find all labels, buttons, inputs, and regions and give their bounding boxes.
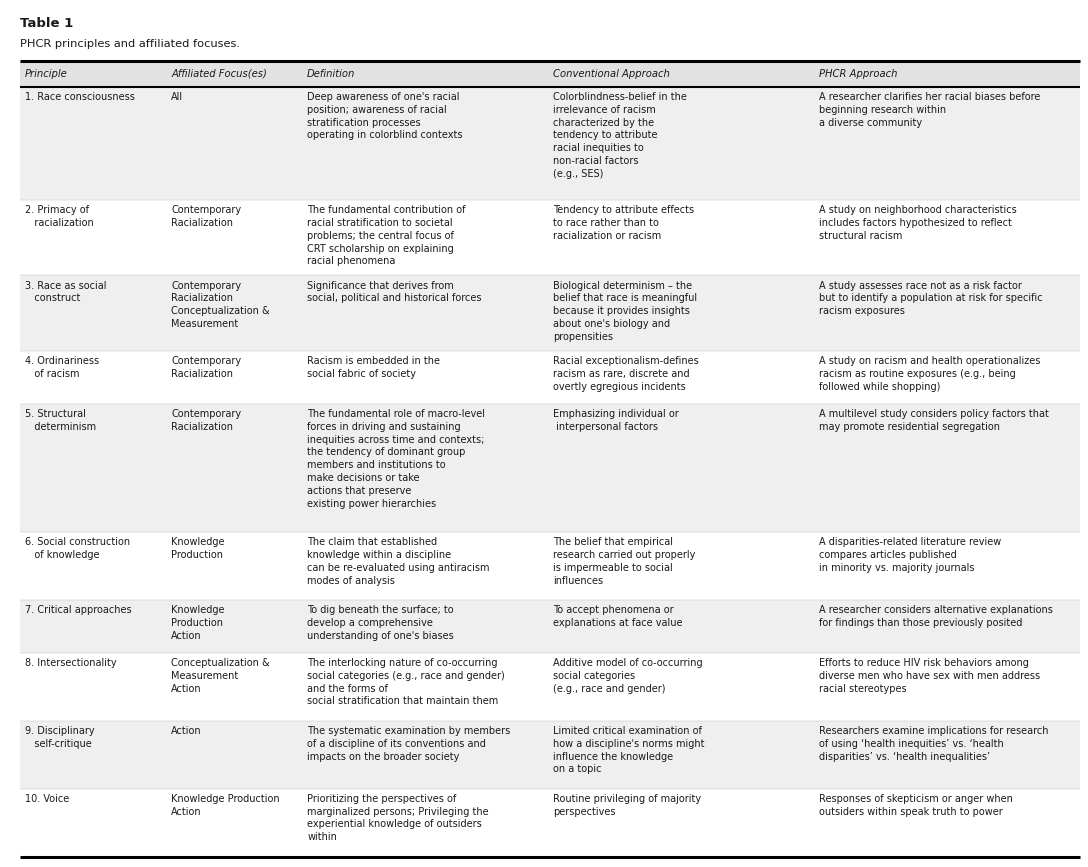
Bar <box>20 404 1080 532</box>
Text: Conventional Approach: Conventional Approach <box>554 68 670 79</box>
Text: 9. Disciplinary
   self-critique: 9. Disciplinary self-critique <box>25 726 95 749</box>
Text: Contemporary
Racialization
Conceptualization &
Measurement: Contemporary Racialization Conceptualiza… <box>172 281 270 329</box>
Text: Deep awareness of one's racial
position; awareness of racial
stratification proc: Deep awareness of one's racial position;… <box>307 92 462 140</box>
Text: A study on neighborhood characteristics
includes factors hypothesized to reflect: A study on neighborhood characteristics … <box>818 205 1016 241</box>
Text: Tendency to attribute effects
to race rather than to
racialization or racism: Tendency to attribute effects to race ra… <box>554 205 694 241</box>
Bar <box>20 600 1080 653</box>
Text: Knowledge
Production: Knowledge Production <box>172 538 225 560</box>
Text: The fundamental contribution of
racial stratification to societal
problems; the : The fundamental contribution of racial s… <box>307 205 466 266</box>
Text: Researchers examine implications for research
of using ‘health inequities’ vs. ‘: Researchers examine implications for res… <box>818 726 1048 761</box>
Text: 7. Critical approaches: 7. Critical approaches <box>25 605 132 616</box>
Text: A multilevel study considers policy factors that
may promote residential segrega: A multilevel study considers policy fact… <box>818 409 1049 432</box>
Text: Prioritizing the perspectives of
marginalized persons; Privileging the
experient: Prioritizing the perspectives of margina… <box>307 794 489 842</box>
Text: Emphasizing individual or
 interpersonal factors: Emphasizing individual or interpersonal … <box>554 409 679 432</box>
Text: PHCR principles and affiliated focuses.: PHCR principles and affiliated focuses. <box>20 39 239 49</box>
Text: A study on racism and health operationalizes
racism as routine exposures (e.g., : A study on racism and health operational… <box>818 356 1040 392</box>
Text: Knowledge Production
Action: Knowledge Production Action <box>172 794 280 817</box>
Text: A researcher considers alternative explanations
for findings than those previous: A researcher considers alternative expla… <box>818 605 1052 628</box>
Text: Efforts to reduce HIV risk behaviors among
diverse men who have sex with men add: Efforts to reduce HIV risk behaviors amo… <box>818 658 1040 694</box>
Text: The claim that established
knowledge within a discipline
can be re-evaluated usi: The claim that established knowledge wit… <box>307 538 490 585</box>
Text: Routine privileging of majority
perspectives: Routine privileging of majority perspect… <box>554 794 702 817</box>
Text: Action: Action <box>172 726 202 736</box>
Text: A researcher clarifies her racial biases before
beginning research within
a dive: A researcher clarifies her racial biases… <box>818 92 1040 127</box>
Text: Principle: Principle <box>25 68 67 79</box>
Text: To accept phenomena or
explanations at face value: To accept phenomena or explanations at f… <box>554 605 683 628</box>
Text: 10. Voice: 10. Voice <box>25 794 70 804</box>
Text: The interlocking nature of co-occurring
social categories (e.g., race and gender: The interlocking nature of co-occurring … <box>307 658 505 707</box>
Text: Conceptualization &
Measurement
Action: Conceptualization & Measurement Action <box>172 658 270 694</box>
Text: The systematic examination by members
of a discipline of its conventions and
imp: The systematic examination by members of… <box>307 726 510 761</box>
Text: PHCR Approach: PHCR Approach <box>818 68 897 79</box>
Text: Contemporary
Racialization: Contemporary Racialization <box>172 409 242 432</box>
Text: 6. Social construction
   of knowledge: 6. Social construction of knowledge <box>25 538 131 560</box>
Bar <box>20 532 1080 600</box>
Text: 5. Structural
   determinism: 5. Structural determinism <box>25 409 96 432</box>
Text: 2. Primacy of
   racialization: 2. Primacy of racialization <box>25 205 94 228</box>
Text: Racism is embedded in the
social fabric of society: Racism is embedded in the social fabric … <box>307 356 441 379</box>
Bar <box>20 351 1080 404</box>
Text: All: All <box>172 92 184 102</box>
Bar <box>20 87 1080 200</box>
Text: The fundamental role of macro-level
forces in driving and sustaining
inequities : The fundamental role of macro-level forc… <box>307 409 485 509</box>
Text: The belief that empirical
research carried out properly
is impermeable to social: The belief that empirical research carri… <box>554 538 695 585</box>
Bar <box>20 200 1080 276</box>
Text: To dig beneath the surface; to
develop a comprehensive
understanding of one's bi: To dig beneath the surface; to develop a… <box>307 605 454 641</box>
Text: Limited critical examination of
how a discipline's norms might
influence the kno: Limited critical examination of how a di… <box>554 726 705 774</box>
Bar <box>20 720 1080 789</box>
Text: Knowledge
Production
Action: Knowledge Production Action <box>172 605 225 641</box>
Bar <box>20 276 1080 351</box>
Text: A study assesses race not as a risk factor
but to identify a population at risk : A study assesses race not as a risk fact… <box>818 281 1042 316</box>
Text: Colorblindness-belief in the
irrelevance of racism
characterized by the
tendency: Colorblindness-belief in the irrelevance… <box>554 92 688 179</box>
Text: Additive model of co-occurring
social categories
(e.g., race and gender): Additive model of co-occurring social ca… <box>554 658 703 694</box>
Text: Biological determinism – the
belief that race is meaningful
because it provides : Biological determinism – the belief that… <box>554 281 697 342</box>
Text: Definition: Definition <box>307 68 356 79</box>
Text: 1. Race consciousness: 1. Race consciousness <box>25 92 135 102</box>
Text: 8. Intersectionality: 8. Intersectionality <box>25 658 116 668</box>
Text: Contemporary
Racialization: Contemporary Racialization <box>172 205 242 228</box>
Text: Affiliated Focus(es): Affiliated Focus(es) <box>172 68 268 79</box>
Bar <box>20 789 1080 857</box>
Text: 4. Ordinariness
   of racism: 4. Ordinariness of racism <box>25 356 99 379</box>
Text: Racial exceptionalism-defines
racism as rare, discrete and
overtly egregious inc: Racial exceptionalism-defines racism as … <box>554 356 700 392</box>
Bar <box>20 653 1080 720</box>
Text: Table 1: Table 1 <box>20 17 73 30</box>
Text: Responses of skepticism or anger when
outsiders within speak truth to power: Responses of skepticism or anger when ou… <box>818 794 1012 817</box>
Bar <box>20 61 1080 87</box>
Text: A disparities-related literature review
compares articles published
in minority : A disparities-related literature review … <box>818 538 1001 573</box>
Text: 3. Race as social
   construct: 3. Race as social construct <box>25 281 107 303</box>
Text: Significance that derives from
social, political and historical forces: Significance that derives from social, p… <box>307 281 482 303</box>
Text: Contemporary
Racialization: Contemporary Racialization <box>172 356 242 379</box>
